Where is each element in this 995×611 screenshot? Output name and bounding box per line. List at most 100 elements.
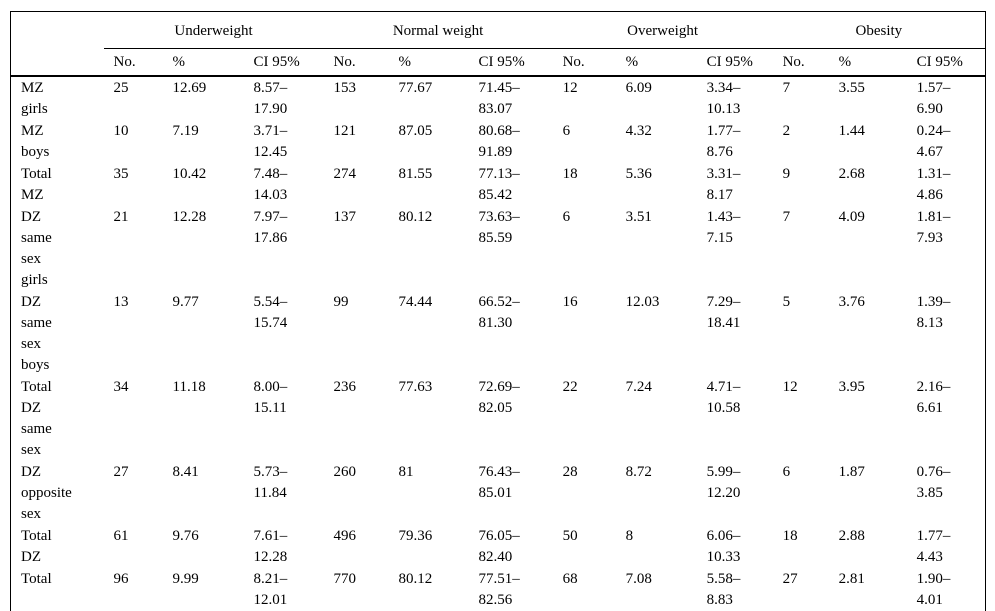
cell-overweight-pct: 12.03 (625, 294, 660, 310)
cell-obesity-no: 7 (782, 209, 791, 225)
cell-underweight-no: 35 (113, 166, 129, 182)
cell-normal-weight-no: 496 (333, 528, 357, 544)
cell-overweight-no: 6 (562, 123, 571, 139)
cell-overweight-ci: 4.71– 10.58 (706, 379, 741, 416)
cell-obesity-pct: 2.68 (838, 166, 865, 182)
table-body: MZ girls 25 12.69 8.57– 17.90 153 77.67 71.45–… (11, 76, 986, 611)
cell-underweight-ci: 3.71– 12.45 (253, 123, 288, 160)
cell-obesity-ci: 1.81– 7.93 (916, 209, 951, 246)
stub-header (10, 11, 104, 77)
cell-obesity-ci: 1.90– 4.01 (916, 571, 951, 608)
table-header: Underweight Normal weight Overweight Obe… (10, 11, 986, 77)
cell-overweight-pct: 8 (625, 528, 634, 544)
table-row: MZ girls 25 12.69 8.57– 17.90 153 77.67 71.45–… (11, 76, 986, 120)
cell-obesity-pct: 2.81 (838, 571, 865, 587)
cell-normal-weight-ci: 73.63– 85.59 (478, 209, 520, 246)
cell-normal-weight-ci: 66.52– 81.30 (478, 294, 520, 331)
cell-underweight-no: 10 (113, 123, 129, 139)
cell-obesity-ci: 2.16– 6.61 (916, 379, 951, 416)
cell-underweight-no: 96 (113, 571, 129, 587)
subheader-obesity-no: No. (772, 48, 829, 77)
cell-underweight-ci: 7.97– 17.86 (253, 209, 288, 246)
table-row: DZ same sex boys 13 9.77 5.54– 15.74 99 74.44… (11, 291, 986, 376)
cell-normal-weight-pct: 74.44 (398, 294, 433, 310)
cell-obesity-ci: 1.57– 6.90 (916, 80, 951, 117)
subheader-overweight-pct: % (615, 48, 697, 77)
cell-obesity-no: 27 (782, 571, 798, 587)
subheader-normal-weight-no: No. (323, 48, 389, 77)
row-label: DZ same sex boys (21, 294, 52, 373)
cell-underweight-no: 61 (113, 528, 129, 544)
cell-overweight-no: 28 (562, 464, 578, 480)
row-label: DZ opposite sex (21, 464, 72, 522)
cell-overweight-no: 16 (562, 294, 578, 310)
cell-obesity-pct: 3.76 (838, 294, 865, 310)
table-row: Total MZ 35 10.42 7.48– 14.03 274 81.55 77.13–… (11, 163, 986, 206)
row-label: MZ boys (21, 123, 50, 160)
subheader-normal-weight-ci: CI 95% (468, 48, 553, 77)
cell-obesity-pct: 1.44 (838, 123, 865, 139)
cell-obesity-no: 7 (782, 80, 791, 96)
row-label: Total DZ (21, 528, 52, 565)
cell-normal-weight-no: 99 (333, 294, 349, 310)
cell-overweight-pct: 6.09 (625, 80, 652, 96)
cell-normal-weight-no: 236 (333, 379, 357, 395)
cell-obesity-ci: 1.77– 4.43 (916, 528, 951, 565)
row-label: Total (21, 571, 52, 587)
cell-normal-weight-pct: 79.36 (398, 528, 433, 544)
subheader-overweight-ci: CI 95% (696, 48, 773, 77)
cell-normal-weight-ci: 77.13– 85.42 (478, 166, 520, 203)
cell-obesity-no: 9 (782, 166, 791, 182)
sub-header-row: No. % CI 95% No. % CI 95% No. % CI 95% N… (11, 48, 986, 77)
subheader-overweight-no: No. (552, 48, 616, 77)
cell-overweight-pct: 5.36 (625, 166, 652, 182)
cell-normal-weight-no: 770 (333, 571, 357, 587)
cell-underweight-pct: 8.41 (172, 464, 199, 480)
cell-overweight-ci: 5.58– 8.83 (706, 571, 741, 608)
cell-obesity-no: 6 (782, 464, 791, 480)
cell-overweight-ci: 1.43– 7.15 (706, 209, 741, 246)
row-label: MZ girls (21, 80, 48, 117)
cell-underweight-ci: 8.00– 15.11 (253, 379, 288, 416)
subheader-underweight-ci: CI 95% (243, 48, 324, 77)
cell-normal-weight-no: 153 (333, 80, 357, 96)
cell-underweight-pct: 9.77 (172, 294, 199, 310)
cell-normal-weight-ci: 76.05– 82.40 (478, 528, 520, 565)
cell-overweight-pct: 3.51 (625, 209, 652, 225)
table-row: DZ same sex girls 21 12.28 7.97– 17.86 137 80… (11, 206, 986, 291)
cell-underweight-ci: 7.48– 14.03 (253, 166, 288, 203)
cell-overweight-pct: 4.32 (625, 123, 652, 139)
cell-normal-weight-ci: 71.45– 83.07 (478, 80, 520, 117)
column-group-underweight: Underweight (103, 11, 324, 49)
cell-normal-weight-ci: 76.43– 85.01 (478, 464, 520, 501)
cell-underweight-ci: 8.57– 17.90 (253, 80, 288, 117)
cell-underweight-no: 25 (113, 80, 129, 96)
cell-obesity-pct: 3.55 (838, 80, 865, 96)
cell-underweight-no: 21 (113, 209, 129, 225)
cell-overweight-ci: 7.29– 18.41 (706, 294, 741, 331)
cell-obesity-pct: 2.88 (838, 528, 865, 544)
cell-underweight-pct: 10.42 (172, 166, 207, 182)
table-row: DZ opposite sex 27 8.41 5.73– 11.84 260 81 76.… (11, 461, 986, 525)
cell-overweight-ci: 1.77– 8.76 (706, 123, 741, 160)
cell-normal-weight-pct: 77.67 (398, 80, 433, 96)
cell-underweight-ci: 8.21– 12.01 (253, 571, 288, 608)
cell-obesity-ci: 1.31– 4.86 (916, 166, 951, 203)
cell-underweight-pct: 11.18 (172, 379, 206, 395)
cell-underweight-pct: 12.69 (172, 80, 207, 96)
cell-normal-weight-pct: 81 (398, 464, 414, 480)
cell-overweight-no: 12 (562, 80, 578, 96)
cell-overweight-ci: 3.31– 8.17 (706, 166, 741, 203)
cell-obesity-ci: 0.76– 3.85 (916, 464, 951, 501)
table-row: MZ boys 10 7.19 3.71– 12.45 121 87.05 80.68– 9… (11, 120, 986, 163)
cell-obesity-pct: 3.95 (838, 379, 865, 395)
column-group-normal-weight: Normal weight (323, 11, 553, 49)
cell-overweight-no: 22 (562, 379, 578, 395)
table-row: Total 96 9.99 8.21– 12.01 770 80.12 77.51– 82.… (11, 568, 986, 611)
cell-underweight-ci: 7.61– 12.28 (253, 528, 288, 565)
table-row: Total DZ same sex 34 11.18 8.00– 15.11 236 77… (11, 376, 986, 461)
cell-obesity-ci: 0.24– 4.67 (916, 123, 951, 160)
subheader-obesity-pct: % (828, 48, 907, 77)
cell-normal-weight-pct: 81.55 (398, 166, 433, 182)
cell-overweight-pct: 8.72 (625, 464, 652, 480)
